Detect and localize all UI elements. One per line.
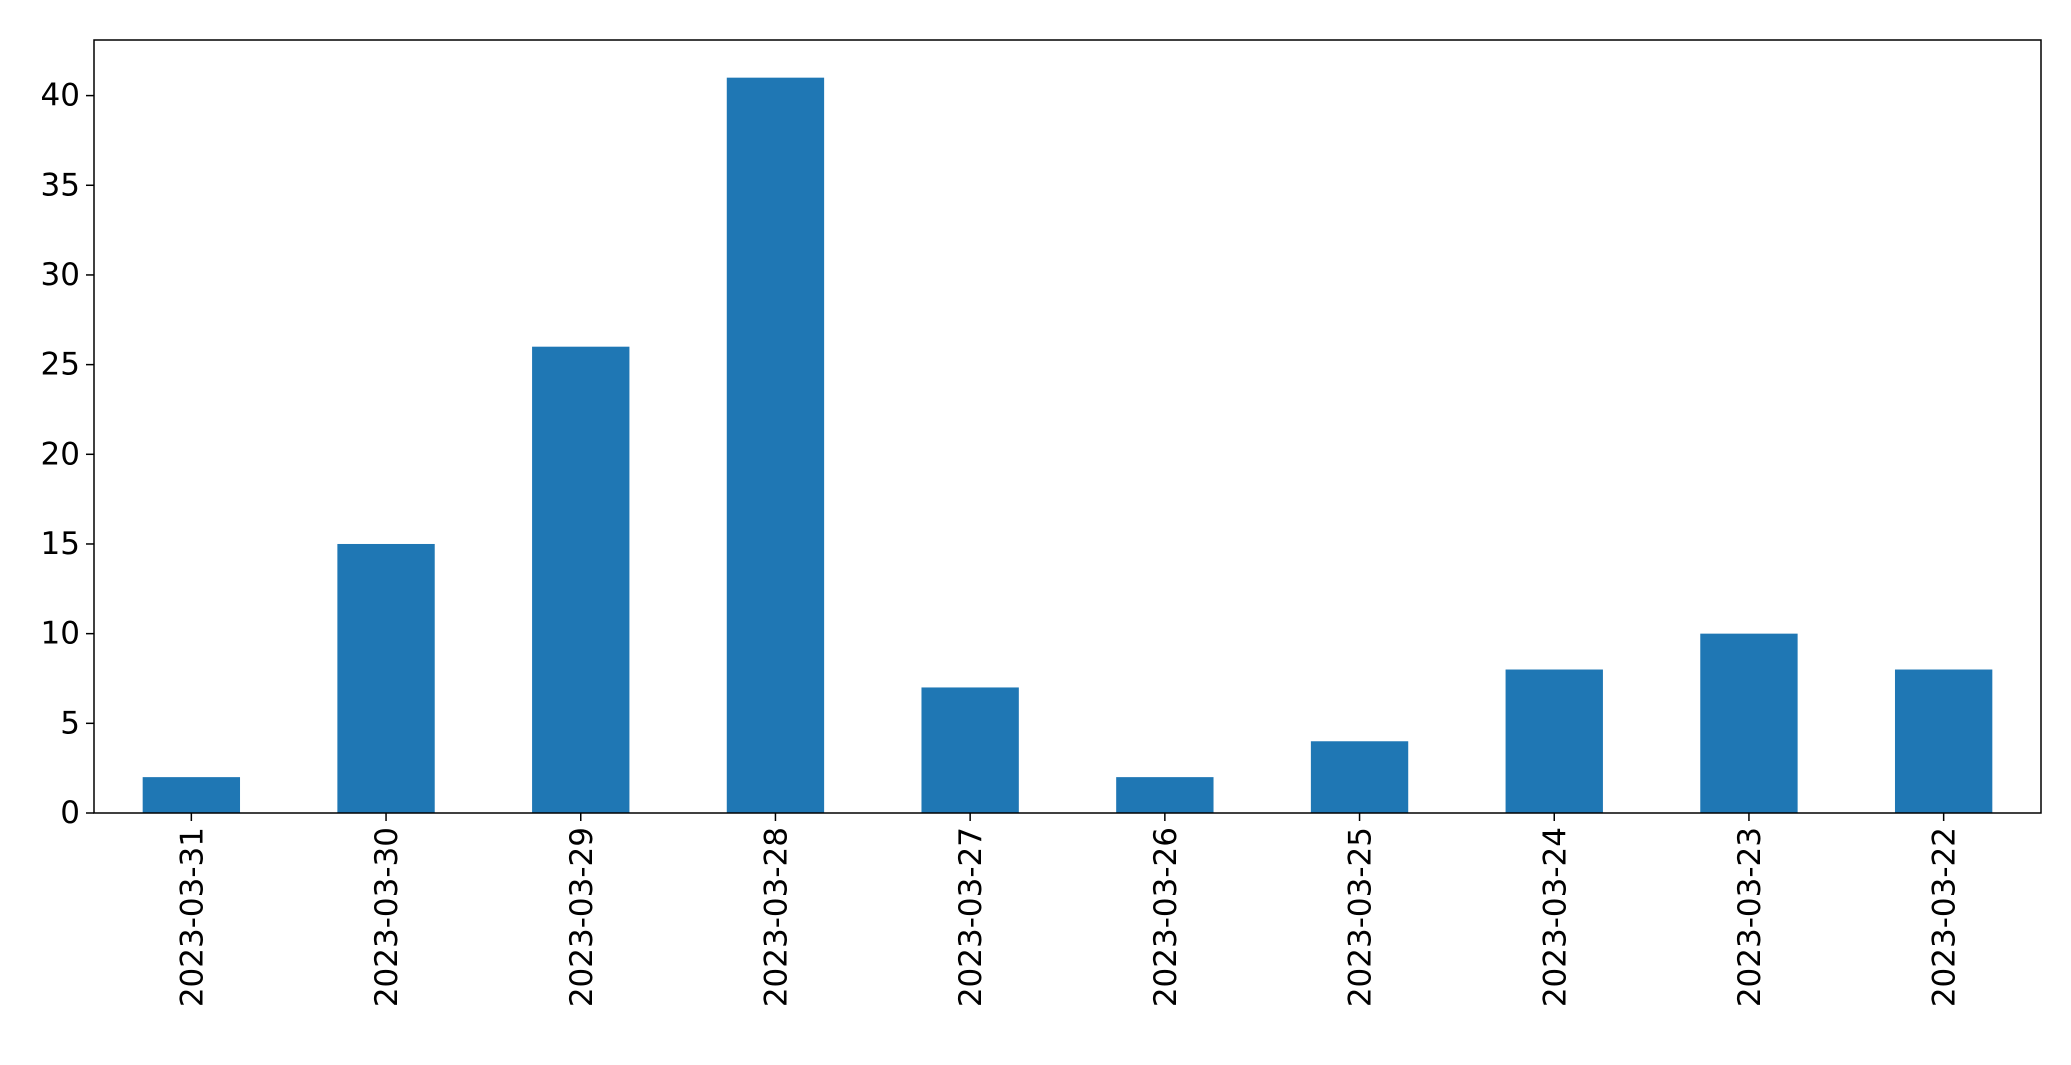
- y-tick-label: 20: [41, 436, 80, 472]
- x-tick-label: 2023-03-25: [1343, 827, 1379, 1007]
- bar-2023-03-31: [142, 777, 241, 813]
- bar-2023-03-26: [1116, 777, 1214, 813]
- y-tick-label: 15: [41, 526, 80, 562]
- x-tick-label: 2023-03-22: [1927, 827, 1963, 1007]
- x-tick-label: 2023-03-30: [369, 827, 405, 1007]
- bar-2023-03-23: [1700, 633, 1798, 813]
- bars-layer: [142, 77, 1993, 813]
- x-tick-label: 2023-03-24: [1537, 827, 1573, 1007]
- x-tick-label: 2023-03-23: [1732, 827, 1768, 1007]
- x-tick-label: 2023-03-31: [174, 827, 210, 1007]
- y-tick-label: 30: [41, 257, 80, 293]
- y-tick-label: 25: [41, 347, 80, 383]
- y-axis-ticks: 0 5 10 15 20 25 30 35 40: [41, 78, 94, 831]
- axes-layer: [93, 39, 2042, 814]
- bar-2023-03-29: [532, 346, 630, 813]
- x-axis-ticks: 2023-03-31 2023-03-30 2023-03-29 2023-03-28…: [174, 813, 1963, 1007]
- x-tick-label: 2023-03-28: [758, 827, 794, 1007]
- y-tick-label: 35: [41, 167, 80, 203]
- x-tick-label: 2023-03-26: [1148, 827, 1184, 1007]
- bar-2023-03-30: [337, 543, 435, 813]
- bar-2023-03-24: [1505, 669, 1603, 813]
- x-tick-label: 2023-03-27: [953, 827, 989, 1007]
- y-tick-label: 10: [41, 616, 80, 652]
- bar-2023-03-27: [921, 687, 1019, 813]
- plot-frame: [93, 39, 2042, 814]
- y-tick-label: 0: [60, 795, 80, 831]
- bar-2023-03-22: [1894, 669, 1993, 813]
- bar-2023-03-28: [726, 77, 825, 813]
- y-tick-label: 5: [60, 705, 80, 741]
- y-tick-label: 40: [41, 78, 80, 114]
- bar-2023-03-25: [1310, 741, 1409, 813]
- x-tick-label: 2023-03-29: [564, 827, 600, 1007]
